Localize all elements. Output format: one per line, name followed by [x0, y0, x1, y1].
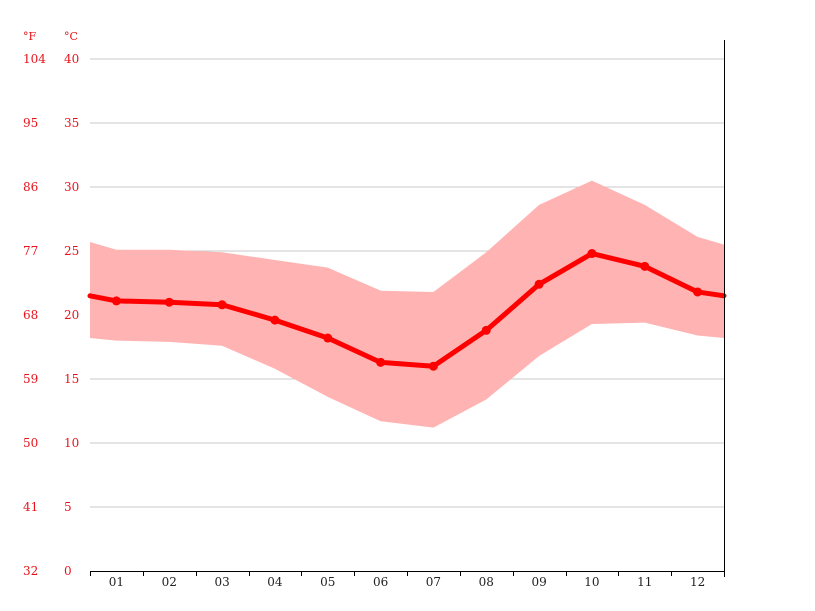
x-tick-label: 03	[214, 575, 229, 589]
y-tick-label-fahrenheit: 95	[23, 116, 38, 130]
data-point	[111, 296, 121, 306]
y-tick-label-celsius: 40	[64, 52, 79, 66]
x-tick-label: 09	[531, 575, 546, 589]
data-point	[534, 279, 544, 289]
temperature-range-band	[90, 180, 724, 428]
x-tick-label: 12	[690, 575, 705, 589]
x-tick-label: 08	[479, 575, 494, 589]
y-tick-label-celsius: 25	[64, 244, 79, 258]
data-point	[428, 361, 438, 371]
x-tick-label: 10	[584, 575, 599, 589]
y-tick-label-fahrenheit: 77	[23, 244, 38, 258]
data-point	[376, 357, 386, 367]
x-tick-label: 11	[637, 575, 652, 589]
data-point	[587, 249, 597, 259]
y-tick-label-fahrenheit: 59	[23, 372, 38, 386]
y-tick-label-fahrenheit: 68	[23, 308, 38, 322]
x-axis-labels: 01 02 03 04 05 06 07 08 09 10 11 12	[109, 575, 705, 589]
data-point	[693, 287, 703, 297]
y-tick-label-celsius: 0	[64, 564, 72, 578]
average-temperature-series	[87, 249, 727, 371]
axes	[90, 40, 725, 577]
data-point	[217, 300, 227, 310]
x-tick-label: 01	[109, 575, 124, 589]
y-axis-labels: °F °C 104 40 95 35 86 30 77 25 68 20 59 15 50 10 41 5 32…	[23, 30, 79, 578]
y-tick-label-celsius: 5	[64, 500, 72, 514]
y-tick-label-fahrenheit: 32	[23, 564, 38, 578]
y-tick-label-celsius: 30	[64, 180, 79, 194]
x-tick-label: 06	[373, 575, 388, 589]
data-point	[164, 297, 174, 307]
data-point	[270, 315, 280, 325]
data-point	[323, 333, 333, 343]
data-point	[640, 261, 650, 271]
celsius-unit-label: °C	[64, 30, 78, 43]
y-tick-label-fahrenheit: 104	[23, 52, 46, 66]
x-tick-label: 02	[162, 575, 177, 589]
y-tick-label-celsius: 10	[64, 436, 79, 450]
average-temperature-line	[87, 251, 727, 369]
x-tick-label: 04	[267, 575, 283, 589]
y-tick-label-fahrenheit: 50	[23, 436, 38, 450]
x-tick-label: 07	[426, 575, 441, 589]
y-tick-label-celsius: 20	[64, 308, 79, 322]
y-tick-label-celsius: 15	[64, 372, 79, 386]
fahrenheit-unit-label: °F	[23, 30, 37, 43]
y-tick-label-fahrenheit: 41	[23, 500, 38, 514]
x-tick-label: 05	[320, 575, 335, 589]
y-tick-label-fahrenheit: 86	[23, 180, 38, 194]
y-tick-label-celsius: 35	[64, 116, 79, 130]
data-point	[481, 325, 491, 335]
